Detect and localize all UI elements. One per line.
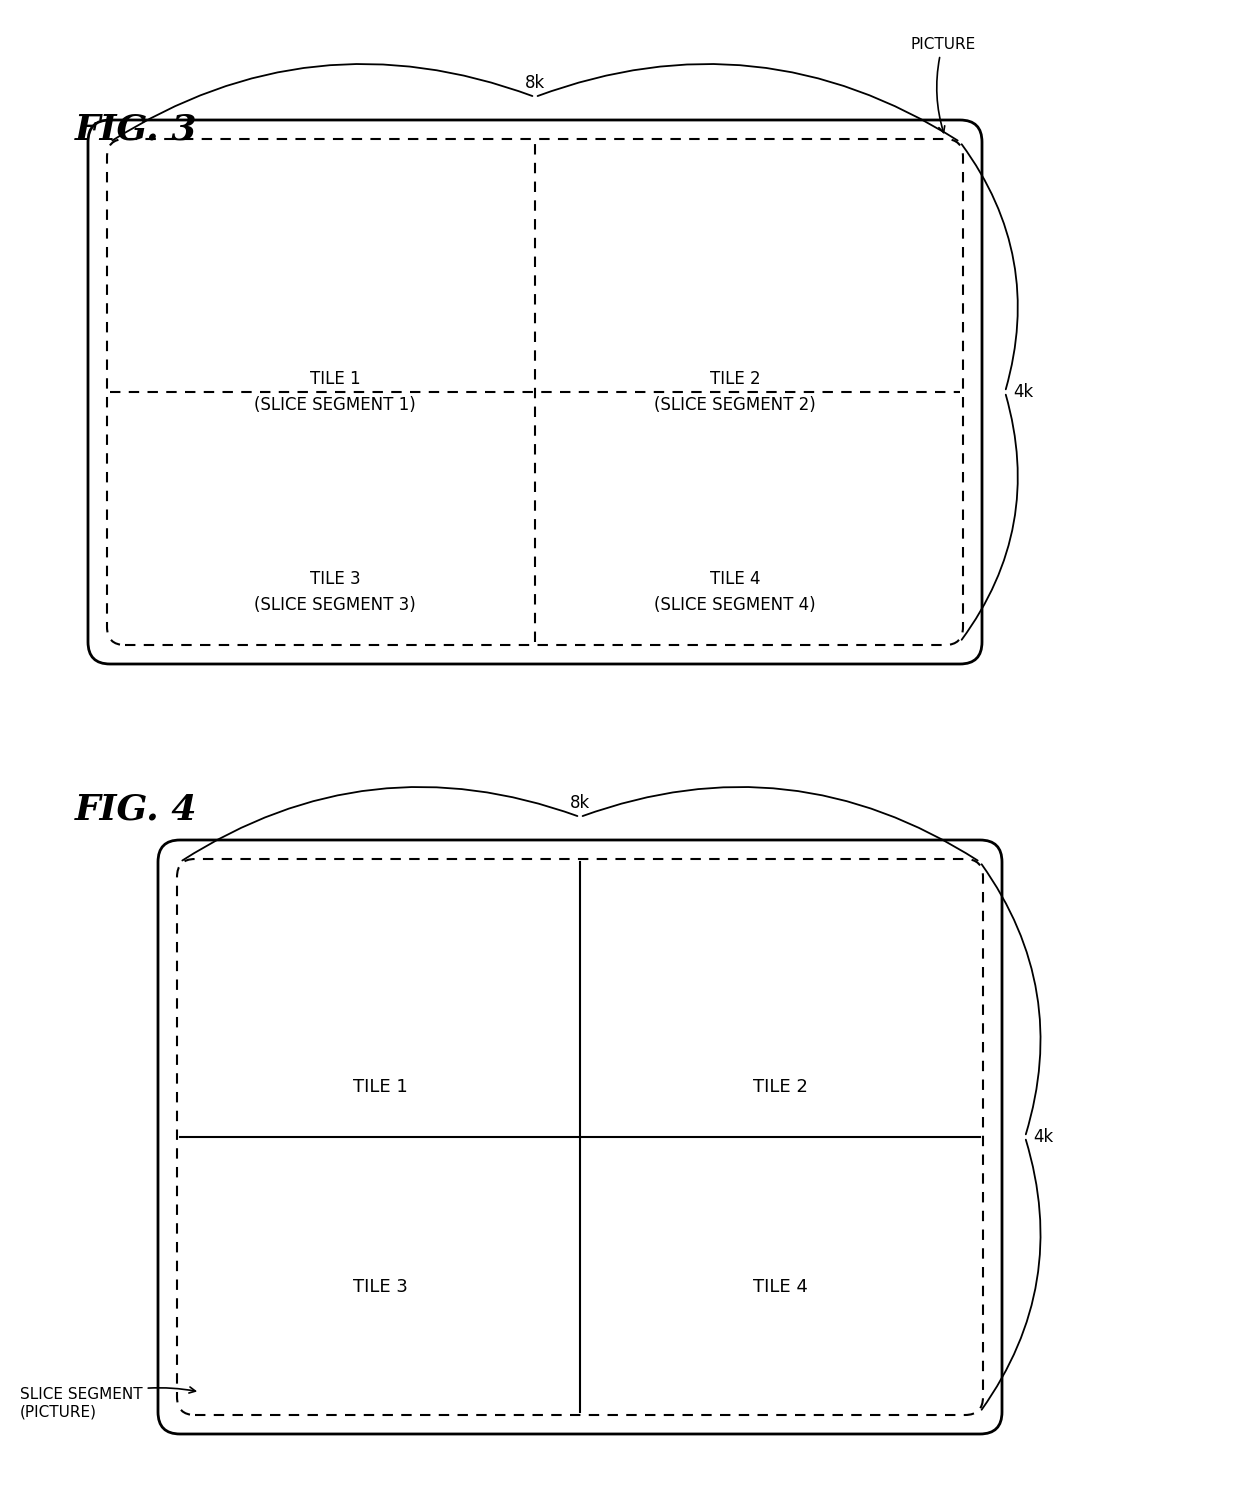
Text: FIG. 3: FIG. 3 (74, 112, 197, 146)
Text: TILE 1
(SLICE SEGMENT 1): TILE 1 (SLICE SEGMENT 1) (254, 370, 415, 415)
Text: 8k: 8k (525, 75, 546, 93)
Text: PICTURE: PICTURE (910, 37, 975, 133)
Text: TILE 2: TILE 2 (753, 1079, 807, 1097)
Text: 8k: 8k (570, 794, 590, 812)
Text: FIG. 4: FIG. 4 (74, 792, 197, 827)
Text: TILE 3
(SLICE SEGMENT 3): TILE 3 (SLICE SEGMENT 3) (254, 570, 415, 615)
Text: TILE 1: TILE 1 (352, 1079, 408, 1097)
Text: TILE 3: TILE 3 (352, 1279, 408, 1297)
Text: TILE 2
(SLICE SEGMENT 2): TILE 2 (SLICE SEGMENT 2) (655, 370, 816, 415)
Text: 4k: 4k (1033, 1128, 1053, 1146)
Text: TILE 4: TILE 4 (753, 1279, 807, 1297)
Text: TILE 4
(SLICE SEGMENT 4): TILE 4 (SLICE SEGMENT 4) (655, 570, 816, 615)
Text: 4k: 4k (1013, 383, 1033, 401)
Text: SLICE SEGMENT
(PICTURE): SLICE SEGMENT (PICTURE) (20, 1388, 196, 1419)
